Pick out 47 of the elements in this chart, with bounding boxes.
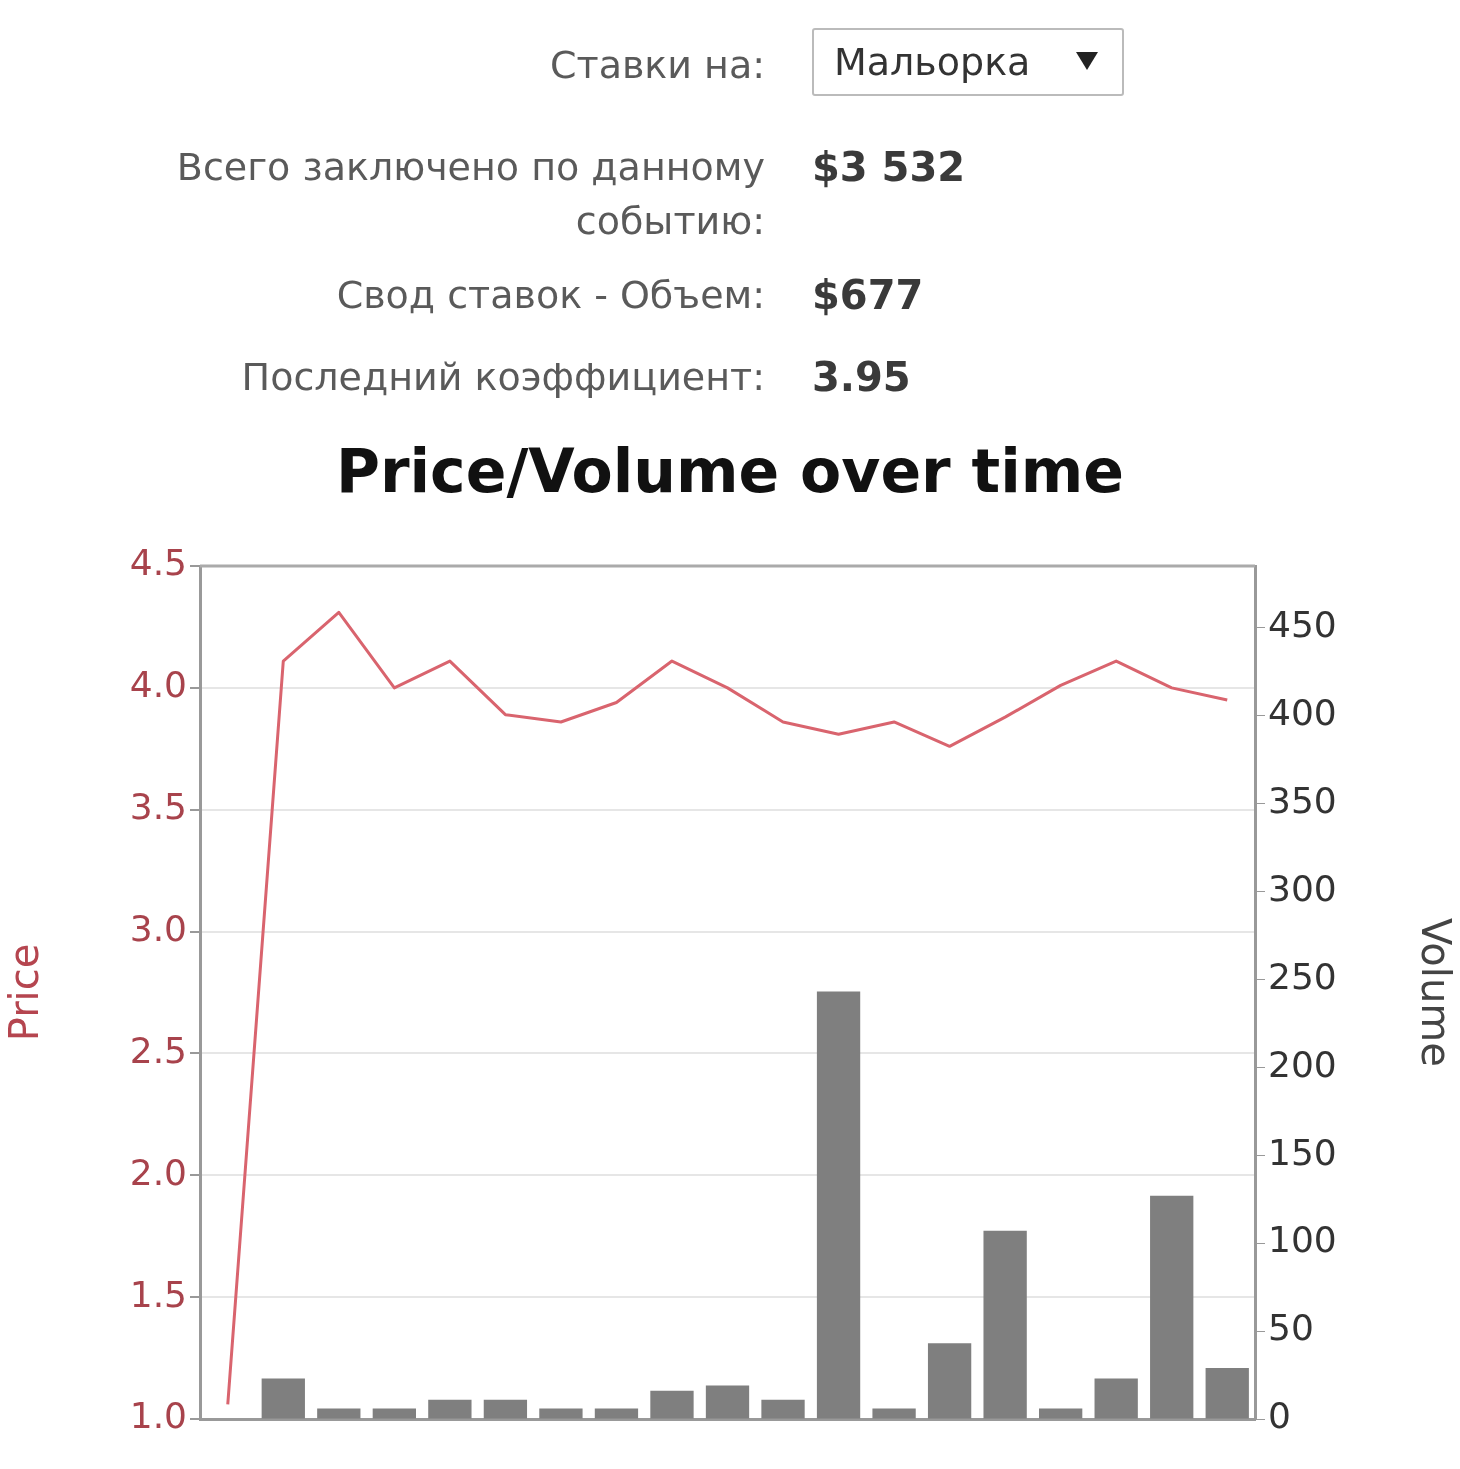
y2-tick-label: 400 — [1268, 691, 1337, 733]
text: Всего заключено по данному событию: — [175, 144, 765, 245]
y2-tick-label: 100 — [1268, 1219, 1337, 1261]
y2-tick-label: 450 — [1268, 603, 1337, 645]
bar — [372, 1408, 416, 1419]
text: $677 — [812, 271, 924, 320]
y-tick-label: 1.5 — [129, 1273, 187, 1315]
bar — [483, 1399, 528, 1419]
bar — [983, 1230, 1027, 1419]
y-tick-label: 4.0 — [129, 664, 187, 706]
y2-tick-label: 200 — [1268, 1043, 1337, 1085]
bar — [594, 1408, 639, 1419]
y2-tick-label: 0 — [1268, 1395, 1291, 1437]
text: Последний коэффициент: — [240, 354, 765, 401]
text: 3.95 — [812, 353, 911, 402]
y-tick-label: 2.5 — [129, 1029, 187, 1071]
text: Ставки на: — [549, 42, 765, 89]
dropdown-field: Мальорка — [812, 28, 1124, 96]
bar — [1094, 1378, 1138, 1419]
bar — [761, 1399, 805, 1419]
bar — [650, 1390, 694, 1419]
bar — [539, 1408, 583, 1419]
y-tick-label: 3.0 — [129, 907, 187, 949]
y2-tick-label: 50 — [1268, 1307, 1314, 1349]
y-tick-label: 1.0 — [129, 1395, 187, 1437]
bar — [927, 1343, 972, 1419]
bar — [1205, 1368, 1249, 1419]
text: Свод ставок - Объем: — [335, 272, 765, 319]
text: $3 532 — [812, 143, 966, 192]
y2-tick-label: 250 — [1268, 955, 1337, 997]
y-tick-label: 2.0 — [129, 1151, 187, 1193]
y2-tick-label: 350 — [1268, 779, 1337, 821]
y-tick-label: 3.5 — [129, 786, 187, 828]
bar — [261, 1378, 305, 1419]
y2-axis-title: Volume — [1412, 918, 1459, 1067]
chart-title: Price/Volume over time — [335, 435, 1125, 506]
y-tick-label: 4.5 — [129, 542, 187, 584]
y2-tick-label: 300 — [1268, 867, 1337, 909]
bar — [816, 991, 861, 1419]
bar — [317, 1408, 361, 1419]
bar — [872, 1408, 916, 1419]
y-axis-title: Price — [1, 943, 48, 1042]
bar — [705, 1385, 750, 1419]
bar — [1150, 1195, 1194, 1419]
bar — [1039, 1408, 1083, 1419]
bar — [428, 1399, 472, 1419]
y2-tick-label: 150 — [1268, 1131, 1337, 1173]
